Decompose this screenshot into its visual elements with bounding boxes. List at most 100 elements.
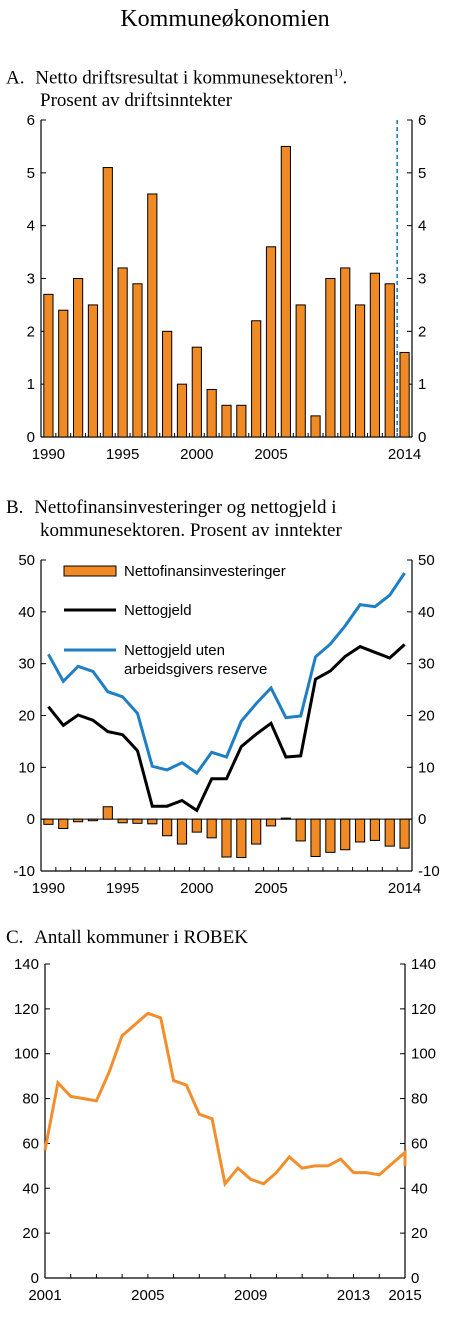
bar [221,818,232,858]
bar [354,304,366,438]
bar [176,818,188,845]
legend-label: Nettogjeld uten [124,642,225,659]
chart-a-ytick-label-right: 3 [418,271,426,288]
bar [236,818,247,859]
bar [354,818,366,843]
chart-a-ytick-label-right: 1 [418,376,426,393]
chart-c-xtick-label: 2005 [131,1287,164,1304]
panel-b-title-line1: Nettofinansinvesteringer og nettogjeld i [34,497,337,518]
chart-a-ytick-label-left: 0 [27,429,35,446]
bar [206,818,217,839]
chart-c-xtick-label: 2009 [234,1287,267,1304]
line-series-robek [43,1011,407,1188]
line-series-nettogjeld-uten-reserve [47,572,406,776]
bar [325,278,336,438]
legend-swatch-bar [63,565,117,577]
bar [369,272,381,438]
chart-b-xtick-label: 2005 [254,880,287,897]
bar [251,320,262,438]
bar [72,278,84,438]
chart-a-ytick-label-left: 2 [27,323,35,340]
chart-a-xtick-label: 1995 [106,446,139,463]
chart-c-ytick-label-right: 80 [411,1091,428,1108]
bar [132,283,143,438]
panel-a-title-line2: Prosent av driftsinntekter [40,90,233,112]
chart-c-ytick-label-left: 120 [14,1001,39,1018]
chart-c-ytick-label-left: 60 [22,1135,39,1152]
chart-b-ytick-label-left: -10 [13,863,35,880]
bar [176,383,188,438]
chart-b-xtick-label: 1990 [32,880,65,897]
chart-a-ytick-label-left: 3 [27,271,35,288]
panel-c-title-line1: Antall kommuner i ROBEK [34,927,248,948]
chart-c-ytick-label-right: 20 [411,1225,428,1242]
chart-c-ytick-label-left: 80 [22,1091,39,1108]
chart-a-xtick-label: 2005 [254,446,287,463]
bar [369,818,381,841]
chart-a-xtick-label: 1990 [32,446,65,463]
chart-c-xtick-label: 2001 [28,1287,61,1304]
chart-b-ytick-label-right: 40 [418,604,435,621]
bar [280,817,291,820]
chart-c-ytick-label-left: 40 [22,1180,39,1197]
bar [72,818,84,823]
chart-b-nettogjeld: -10 -10 0 0 10 10 20 20 30 30 40 40 50 50 1990 1995 2000… [13,552,439,897]
chart-a-ytick-label-right: 4 [418,218,426,235]
bar [147,818,158,825]
bar [102,167,113,438]
chart-c-ytick-label-left: 0 [31,1270,39,1287]
bar [280,145,291,438]
bar [295,304,306,438]
chart-a-ytick-label-left: 6 [27,112,35,129]
chart-c-ytick-label-left: 140 [14,956,39,973]
chart-b-xtick-label: 2000 [180,880,213,897]
legend-label: Nettofinansinvesteringer [124,563,286,580]
bar [43,818,54,825]
chart-b-ytick-label-left: 30 [18,656,35,673]
chart-b-ytick-label-left: 0 [27,811,35,828]
chart-c-ytick-label-right: 60 [411,1135,428,1152]
bar [58,309,69,438]
bar [117,818,128,824]
chart-b-xtick-label: 2014 [388,880,421,897]
chart-b-ytick-label-left: 10 [18,759,35,776]
chart-c-ytick-label-right: 140 [411,956,436,973]
bar [191,818,202,833]
bar [43,293,54,438]
bar [102,806,113,820]
legend-label: Nettogjeld [124,602,192,619]
chart-b-ytick-label-right: 50 [418,552,435,569]
panel-b-title: B. Nettofinansinvesteringer og nettogjel… [6,496,342,542]
chart-a-ytick-label-right: 0 [418,429,426,446]
chart-c-xtick-label: 2015 [388,1287,421,1304]
page-title: Kommuneøkonomien [120,6,330,32]
bar [58,818,69,829]
bar [310,818,321,857]
panel-c-title: C. Antall kommuner i ROBEK [6,926,248,949]
bar [221,404,232,438]
panel-b-title-line2: kommunesektoren. Prosent av inntekter [40,520,342,541]
chart-a-xtick-label: 2000 [180,446,213,463]
panel-b-letter: B. [6,497,24,518]
bar [162,330,173,438]
chart-a-ytick-label-right: 6 [418,112,426,129]
chart-c-ytick-label-left: 20 [22,1225,39,1242]
chart-b-ytick-label-right: 0 [418,811,426,828]
bar [399,351,410,438]
chart-b-ytick-label-left: 50 [18,552,35,569]
bar [162,818,173,837]
chart-a-ytick-label-left: 1 [27,376,35,393]
bar [295,818,306,842]
chart-a-ytick-label-right: 5 [418,165,426,182]
chart-b-ytick-label-right: 10 [418,759,435,776]
chart-b-xtick-label: 1995 [106,880,139,897]
bar [236,404,247,438]
bar [340,267,351,438]
chart-b-ytick-label-right: 20 [418,708,435,725]
chart-c-ytick-label-right: 100 [411,1046,436,1063]
bar [117,267,128,438]
bar [265,246,277,438]
bar [132,818,143,824]
legend-label: arbeidsgivers reserve [124,661,267,678]
bar [87,818,99,822]
